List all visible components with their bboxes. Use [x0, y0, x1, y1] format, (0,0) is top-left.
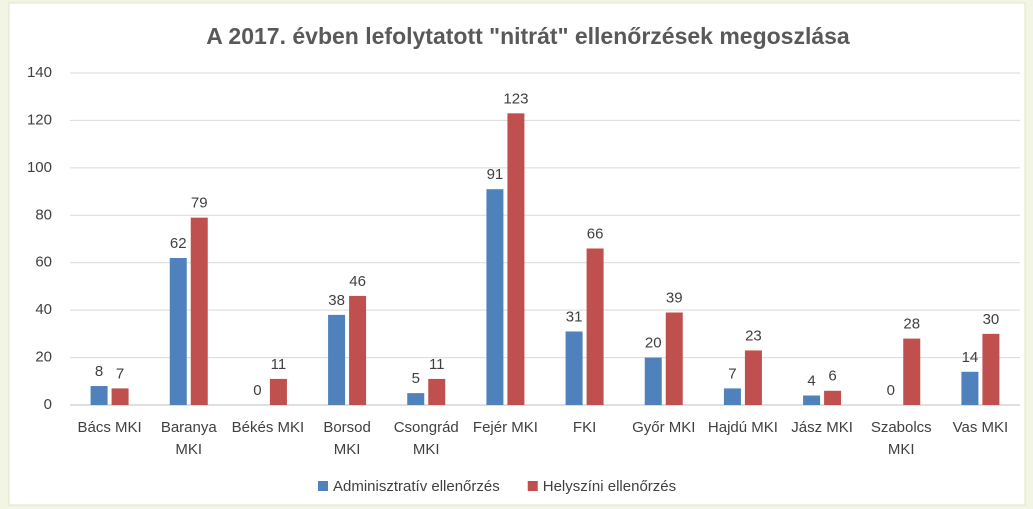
- bar: [349, 295, 367, 405]
- bar: [565, 331, 583, 405]
- bar: [586, 248, 604, 405]
- value-label: 14: [962, 349, 979, 366]
- bar: [190, 217, 208, 405]
- bar: [803, 395, 821, 405]
- x-tick-label: FKI: [573, 419, 596, 436]
- bar: [111, 388, 129, 405]
- x-tick-label: Hajdú MKI: [708, 419, 778, 436]
- bar: [982, 333, 1000, 405]
- y-tick-label: 20: [35, 349, 52, 366]
- bar: [744, 350, 762, 405]
- legend-label: Helyszíni ellenőrzés: [543, 478, 676, 495]
- bar: [903, 338, 921, 405]
- x-tick-label: Csongrád MKI: [394, 419, 459, 458]
- bar: [961, 371, 979, 405]
- value-label: 66: [587, 225, 604, 242]
- bar: [824, 390, 842, 405]
- x-tick-label: Békés MKI: [232, 419, 305, 436]
- bar: [428, 378, 446, 405]
- chart-title: A 2017. évben lefolytatott "nitrát" elle…: [206, 23, 850, 49]
- value-label: 5: [412, 370, 420, 387]
- value-label: 7: [728, 365, 736, 382]
- value-label: 79: [191, 195, 208, 212]
- value-label: 11: [271, 356, 287, 373]
- bar: [644, 357, 662, 405]
- value-label: 30: [983, 311, 1000, 328]
- x-tick-label: Jász MKI: [791, 419, 853, 436]
- y-tick-label: 120: [27, 111, 52, 128]
- value-label: 0: [887, 382, 895, 399]
- value-label: 11: [429, 356, 445, 373]
- value-label: 4: [807, 372, 815, 389]
- legend-swatch: [318, 481, 328, 491]
- x-tick-label: Győr MKI: [632, 419, 695, 436]
- x-tick-label: Baranya MKI: [161, 419, 218, 458]
- value-label: 123: [503, 90, 528, 107]
- value-label: 8: [95, 363, 103, 380]
- value-label: 7: [116, 365, 124, 382]
- value-label: 39: [666, 289, 683, 306]
- legend-swatch: [527, 481, 538, 491]
- value-label: 20: [645, 335, 662, 352]
- bar: [723, 388, 741, 405]
- bar: [90, 386, 108, 405]
- y-tick-label: 40: [35, 301, 52, 318]
- value-label: 6: [828, 368, 836, 385]
- value-label: 62: [170, 235, 187, 252]
- bar: [169, 257, 187, 405]
- y-tick-label: 140: [27, 64, 52, 81]
- y-tick-label: 60: [35, 254, 52, 271]
- x-tick-label: Fejér MKI: [473, 419, 538, 436]
- value-label: 38: [328, 292, 345, 309]
- value-label: 0: [253, 382, 261, 399]
- value-label: 91: [487, 166, 504, 183]
- x-tick-label: Vas MKI: [953, 419, 1009, 436]
- bar: [486, 189, 504, 405]
- bar: [665, 312, 683, 405]
- x-tick-label: Borsod MKI: [323, 419, 371, 458]
- value-label: 46: [349, 273, 366, 290]
- bar: [407, 393, 425, 405]
- y-tick-label: 80: [35, 206, 52, 223]
- legend-label: Adminisztratív ellenőrzés: [333, 478, 500, 495]
- bar: [269, 378, 287, 405]
- x-tick-label: Szabolcs MKI: [871, 419, 932, 458]
- bar: [507, 113, 525, 406]
- bar: [328, 314, 346, 405]
- x-tick-label: Bács MKI: [77, 419, 141, 436]
- value-label: 28: [903, 316, 920, 333]
- value-label: 23: [745, 327, 762, 344]
- y-tick-label: 0: [44, 396, 52, 413]
- value-label: 31: [566, 308, 583, 325]
- y-tick-label: 100: [27, 159, 52, 176]
